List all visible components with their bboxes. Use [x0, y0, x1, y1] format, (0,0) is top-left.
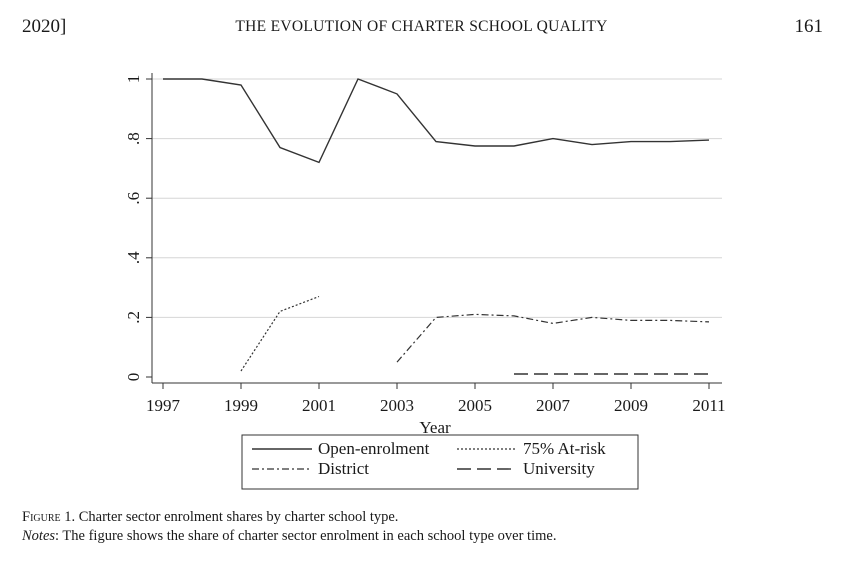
figure-caption: Figure 1. Charter sector enrolment share… [22, 508, 822, 546]
x-tick-label: 2001 [302, 396, 336, 415]
notes-label: Notes [22, 528, 56, 544]
legend-label: University [523, 459, 595, 478]
x-tick-label: 2003 [380, 396, 414, 415]
page-number: 161 [794, 16, 824, 37]
legend-label: Open-enrolment [318, 439, 430, 458]
x-tick-label: 2005 [458, 396, 492, 415]
notes-line: Notes: The figure shows the share of cha… [22, 527, 822, 546]
x-tick-label: 1997 [146, 396, 181, 415]
running-head-year: 2020] [22, 16, 67, 37]
y-tick-label: .6 [124, 192, 143, 205]
y-tick-label: 0 [124, 373, 143, 382]
y-tick-label: 1 [124, 75, 143, 84]
x-tick-label: 2011 [692, 396, 725, 415]
notes-text: : The figure shows the share of charter … [55, 528, 557, 544]
y-tick-label: .4 [124, 251, 143, 264]
caption-text: Charter sector enrolment shares by chart… [78, 509, 399, 525]
legend-label: 75% At-risk [523, 439, 606, 458]
y-tick-label: .2 [124, 311, 143, 324]
caption-number: 1. [60, 509, 79, 525]
legend-label: District [318, 459, 369, 478]
running-head-title: THE EVOLUTION OF CHARTER SCHOOL QUALITY [235, 18, 608, 35]
running-head: 2020] THE EVOLUTION OF CHARTER SCHOOL QU… [0, 16, 843, 40]
x-tick-label: 1999 [224, 396, 258, 415]
series-line-75-at-risk [240, 295, 320, 372]
series-line-open-enrolment [163, 78, 710, 164]
caption-label: Figure [22, 509, 61, 525]
x-tick-label: 2007 [536, 396, 571, 415]
enrolment-share-chart: 0 .2 .4 .6 .8 1 1997 1999 2001 2003 2005 2007 2009 20… [124, 73, 726, 490]
y-tick-label: .8 [124, 132, 143, 145]
series-line-district [396, 313, 710, 363]
x-axis-title: Year [419, 418, 451, 437]
x-tick-label: 2009 [614, 396, 648, 415]
legend-box [241, 434, 639, 490]
caption-line: Figure 1. Charter sector enrolment share… [22, 508, 822, 527]
